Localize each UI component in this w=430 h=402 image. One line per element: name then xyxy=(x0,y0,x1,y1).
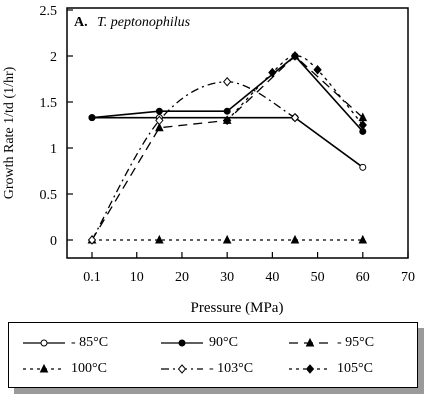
data-point xyxy=(358,120,367,130)
y-axis-label: Growth Rate 1/td (1/hr) xyxy=(2,66,17,199)
data-point xyxy=(222,234,232,244)
data-point xyxy=(88,114,96,122)
legend-marker xyxy=(305,364,315,374)
x-tick-label: 20 xyxy=(175,270,189,285)
plot-frame xyxy=(66,7,409,259)
series-line xyxy=(226,55,364,126)
x-axis-label: Pressure (MPa) xyxy=(191,300,284,316)
legend-swatch xyxy=(161,364,203,374)
data-point xyxy=(268,67,277,78)
data-point xyxy=(155,122,164,132)
data-point xyxy=(290,234,300,244)
legend-marker xyxy=(39,363,49,373)
series-103c xyxy=(87,77,300,245)
legend-swatch xyxy=(289,364,331,374)
x-tick-label: 30 xyxy=(220,270,234,285)
data-point xyxy=(358,234,368,244)
axis-ticks: 0 0.5 1 1.5 2 2.5 0.1 10 20 30 40 50 60 70 xyxy=(40,4,416,285)
y-tick-label: 1 xyxy=(50,142,57,157)
legend-label: - 103°C xyxy=(209,361,254,376)
y-tick-label: 1.5 xyxy=(40,96,58,111)
series-100c xyxy=(87,234,368,244)
legend-label: - 85°C xyxy=(71,335,109,350)
legend-marker xyxy=(178,339,186,347)
legend-label: 105°C xyxy=(337,361,373,376)
x-tick-label: 50 xyxy=(311,270,325,285)
x-tick-label: 70 xyxy=(401,270,415,285)
legend-swatch xyxy=(23,363,65,373)
data-point xyxy=(223,115,232,126)
legend-swatch xyxy=(161,339,203,347)
series-line xyxy=(92,116,364,168)
y-tick-label: 2 xyxy=(50,50,57,65)
data-point xyxy=(290,112,300,123)
legend-marker xyxy=(177,364,187,374)
y-tick-label: 0.5 xyxy=(40,188,58,203)
data-point xyxy=(155,234,164,244)
legend-swatch xyxy=(289,337,331,347)
x-tick-label: 0.1 xyxy=(83,270,101,285)
chart-title: T. peptonophilus xyxy=(97,15,191,30)
x-tick-label: 10 xyxy=(130,270,144,285)
data-point xyxy=(87,235,97,245)
legend: - 85°C 90°C - 95°C 100°C - 103°C 105°C xyxy=(8,322,418,388)
y-tick-label: 2.5 xyxy=(40,4,58,19)
legend-marker xyxy=(305,337,315,347)
y-tick-label: 0 xyxy=(50,234,57,249)
data-point xyxy=(359,163,367,171)
data-series xyxy=(87,50,368,245)
series-line xyxy=(91,81,296,241)
data-point xyxy=(313,65,322,75)
legend-label: 100°C xyxy=(71,361,107,376)
x-tick-label: 40 xyxy=(265,270,279,285)
data-point xyxy=(155,107,163,115)
legend-label: - 95°C xyxy=(337,335,375,350)
legend-swatch xyxy=(23,339,65,347)
data-point xyxy=(290,51,300,61)
series-105c xyxy=(223,51,367,130)
data-point xyxy=(155,115,164,126)
data-point xyxy=(223,107,231,115)
legend-marker xyxy=(40,339,48,347)
data-point xyxy=(223,77,232,87)
legend-label: 90°C xyxy=(209,335,238,350)
panel-label: A. xyxy=(74,15,88,30)
x-tick-label: 60 xyxy=(356,270,370,285)
